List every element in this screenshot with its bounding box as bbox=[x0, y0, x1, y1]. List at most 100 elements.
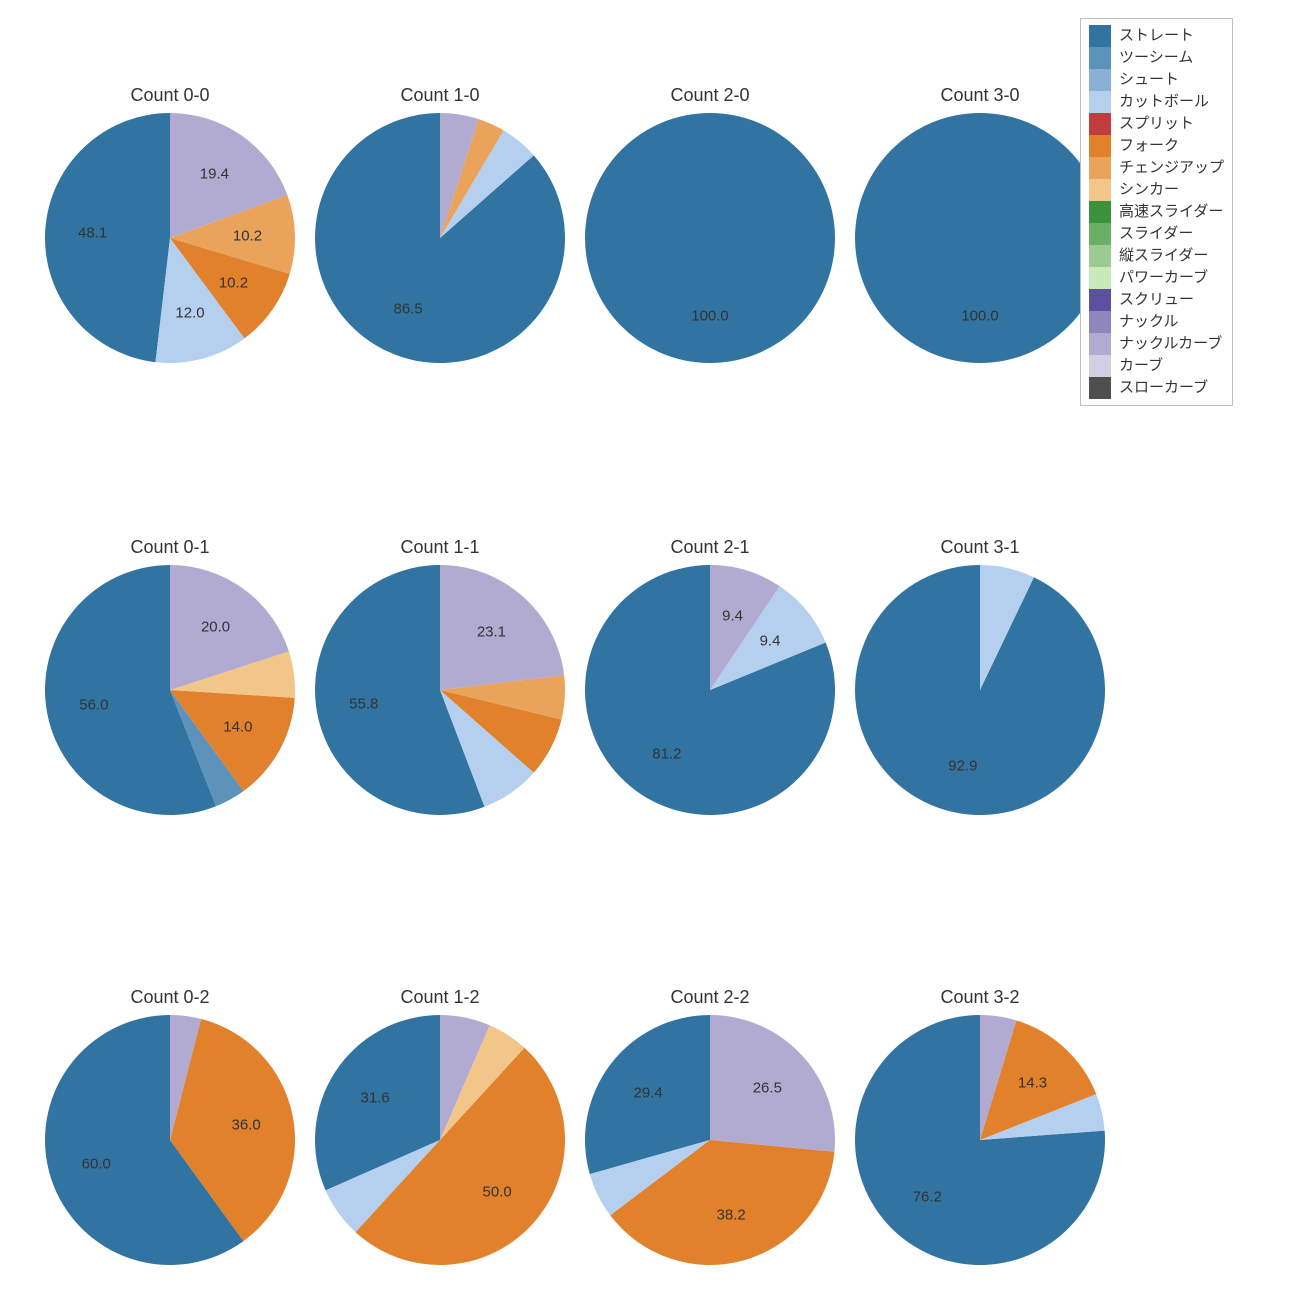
legend-swatch bbox=[1089, 135, 1111, 157]
pie-chart bbox=[585, 565, 835, 815]
pie-title: Count 3-2 bbox=[940, 987, 1019, 1008]
pie-slice-label: 10.2 bbox=[233, 227, 262, 244]
pie-slice-label: 19.4 bbox=[200, 166, 229, 183]
legend-swatch bbox=[1089, 333, 1111, 355]
pie-title: Count 1-2 bbox=[400, 987, 479, 1008]
pie-slice-label: 48.1 bbox=[78, 225, 107, 242]
pie-slice-label: 29.4 bbox=[634, 1085, 663, 1102]
pie-slice bbox=[585, 113, 835, 363]
legend-swatch bbox=[1089, 267, 1111, 289]
legend-item: ツーシーム bbox=[1089, 47, 1224, 69]
pie-title: Count 0-0 bbox=[130, 85, 209, 106]
legend-item: シュート bbox=[1089, 69, 1224, 91]
pie-slice-label: 14.3 bbox=[1018, 1075, 1047, 1092]
pie-chart bbox=[585, 113, 835, 363]
pie-chart bbox=[315, 1015, 565, 1265]
legend-label: シュート bbox=[1119, 69, 1179, 91]
pie-slice-label: 14.0 bbox=[223, 719, 252, 736]
pie-chart bbox=[855, 113, 1105, 363]
pie-title: Count 2-1 bbox=[670, 537, 749, 558]
legend-swatch bbox=[1089, 157, 1111, 179]
legend-swatch bbox=[1089, 69, 1111, 91]
pie-slice-label: 55.8 bbox=[349, 696, 378, 713]
pie-chart bbox=[585, 1015, 835, 1265]
legend-item: パワーカーブ bbox=[1089, 267, 1224, 289]
pie-slice-label: 12.0 bbox=[175, 304, 204, 321]
pie-title: Count 1-1 bbox=[400, 537, 479, 558]
legend-swatch bbox=[1089, 377, 1111, 399]
legend-item: フォーク bbox=[1089, 135, 1224, 157]
pie-title: Count 3-1 bbox=[940, 537, 1019, 558]
legend-label: カットボール bbox=[1119, 91, 1209, 113]
legend-swatch bbox=[1089, 91, 1111, 113]
pie-slice-label: 23.1 bbox=[477, 624, 506, 641]
legend-item: スクリュー bbox=[1089, 289, 1224, 311]
legend-swatch bbox=[1089, 201, 1111, 223]
legend-swatch bbox=[1089, 47, 1111, 69]
pie-slice-label: 38.2 bbox=[717, 1206, 746, 1223]
pie-slice-label: 100.0 bbox=[691, 307, 729, 324]
pie-chart bbox=[315, 565, 565, 815]
pie-chart bbox=[315, 113, 565, 363]
legend-item: カットボール bbox=[1089, 91, 1224, 113]
pie-chart bbox=[45, 1015, 295, 1265]
pie-slice-label: 26.5 bbox=[753, 1079, 782, 1096]
pie-slice-label: 76.2 bbox=[913, 1188, 942, 1205]
legend-swatch bbox=[1089, 245, 1111, 267]
legend-label: ナックルカーブ bbox=[1119, 333, 1222, 355]
legend-item: スライダー bbox=[1089, 223, 1224, 245]
pie-title: Count 3-0 bbox=[940, 85, 1019, 106]
legend-label: スローカーブ bbox=[1119, 377, 1208, 399]
legend-swatch bbox=[1089, 113, 1111, 135]
legend-label: カーブ bbox=[1119, 355, 1163, 377]
legend-label: スライダー bbox=[1119, 223, 1193, 245]
pie-title: Count 2-0 bbox=[670, 85, 749, 106]
legend-swatch bbox=[1089, 289, 1111, 311]
pie-slice-label: 10.2 bbox=[219, 274, 248, 291]
pie-chart bbox=[855, 1015, 1105, 1265]
legend-label: 縦スライダー bbox=[1119, 245, 1208, 267]
legend-label: 高速スライダー bbox=[1119, 201, 1223, 223]
legend-swatch bbox=[1089, 179, 1111, 201]
legend-label: ツーシーム bbox=[1119, 47, 1193, 69]
legend-item: 縦スライダー bbox=[1089, 245, 1224, 267]
pie-slice-label: 9.4 bbox=[760, 632, 781, 649]
legend-item: スプリット bbox=[1089, 113, 1224, 135]
pie-slice-label: 81.2 bbox=[652, 746, 681, 763]
legend-swatch bbox=[1089, 355, 1111, 377]
pie-slice bbox=[855, 113, 1105, 363]
legend-item: シンカー bbox=[1089, 179, 1224, 201]
legend-item: スローカーブ bbox=[1089, 377, 1224, 399]
legend-swatch bbox=[1089, 25, 1111, 47]
pie-slice-label: 56.0 bbox=[79, 696, 108, 713]
pie-slice-label: 36.0 bbox=[232, 1117, 261, 1134]
legend-label: シンカー bbox=[1119, 179, 1179, 201]
legend-item: カーブ bbox=[1089, 355, 1224, 377]
pie-chart bbox=[45, 565, 295, 815]
legend-item: 高速スライダー bbox=[1089, 201, 1224, 223]
legend-label: スクリュー bbox=[1119, 289, 1194, 311]
legend-item: ストレート bbox=[1089, 25, 1224, 47]
pie-title: Count 2-2 bbox=[670, 987, 749, 1008]
legend-item: ナックルカーブ bbox=[1089, 333, 1224, 355]
pie-slice-label: 92.9 bbox=[948, 757, 977, 774]
pie-slice-label: 100.0 bbox=[961, 307, 999, 324]
pie-title: Count 0-2 bbox=[130, 987, 209, 1008]
legend-swatch bbox=[1089, 223, 1111, 245]
legend-label: ナックル bbox=[1119, 311, 1179, 333]
pie-slice-label: 50.0 bbox=[483, 1184, 512, 1201]
legend-label: スプリット bbox=[1119, 113, 1194, 135]
legend-item: ナックル bbox=[1089, 311, 1224, 333]
legend-label: フォーク bbox=[1119, 135, 1179, 157]
legend-label: パワーカーブ bbox=[1119, 267, 1208, 289]
chart-root: Count 0-048.112.010.210.219.4Count 1-086… bbox=[0, 0, 1300, 1300]
pie-slice-label: 9.4 bbox=[722, 607, 743, 624]
legend: ストレートツーシームシュートカットボールスプリットフォークチェンジアップシンカー… bbox=[1080, 18, 1233, 406]
pie-slice-label: 20.0 bbox=[201, 619, 230, 636]
legend-label: チェンジアップ bbox=[1119, 157, 1224, 179]
pie-chart bbox=[855, 565, 1105, 815]
legend-label: ストレート bbox=[1119, 25, 1194, 47]
pie-slice-label: 60.0 bbox=[82, 1155, 111, 1172]
pie-slice-label: 31.6 bbox=[360, 1089, 389, 1106]
pie-slice bbox=[45, 113, 170, 362]
